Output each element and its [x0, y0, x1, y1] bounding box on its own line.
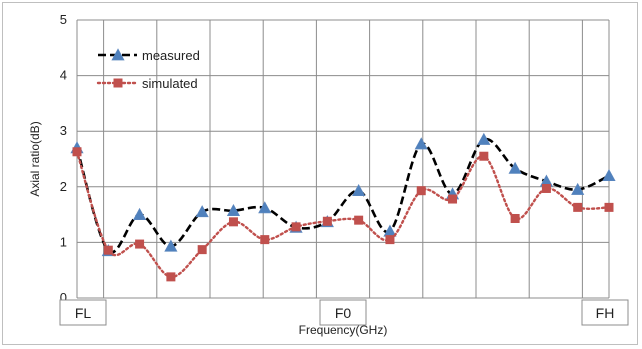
simulated-point: [573, 202, 583, 212]
x-tick-box: [59, 299, 107, 326]
simulated-point: [541, 183, 551, 193]
measured-point: [164, 239, 178, 252]
x-tick-box-fh: FH: [581, 299, 629, 326]
legend-marker: [111, 48, 125, 61]
simulated-point: [385, 235, 395, 245]
simulated-point: [322, 216, 332, 226]
measured-point: [571, 182, 585, 195]
simulated-point: [260, 235, 270, 245]
x-tick-box-f0: F0: [319, 299, 367, 326]
simulated-point: [197, 245, 207, 255]
axes: [76, 20, 610, 299]
series-measured: [70, 132, 616, 257]
simulated-point: [479, 151, 489, 161]
x-tick-label: FL: [75, 305, 92, 321]
y-tick-label: 1: [60, 234, 67, 249]
measured-point: [352, 183, 366, 197]
x-tick-box: [581, 299, 629, 326]
series-layer: [70, 132, 616, 282]
measured-point: [258, 201, 272, 214]
simulated-point: [103, 245, 113, 255]
measured-point: [508, 161, 522, 174]
y-tick-label: 4: [60, 68, 67, 83]
measured-point: [226, 203, 241, 217]
simulated-point: [72, 147, 82, 157]
legend-item-measured: measured: [98, 48, 200, 63]
x-tick-labels: FL F0 FH: [59, 299, 629, 326]
y-tick-label: 2: [60, 179, 67, 194]
simulated-point: [448, 194, 458, 204]
x-tick-label: FH: [596, 305, 615, 321]
simulated-point: [416, 186, 426, 196]
y-tick-label: 0: [60, 290, 67, 305]
y-axis-title: Axial ratio(dB): [28, 121, 42, 196]
measured-point: [602, 168, 616, 182]
x-axis-title: Frequency(GHz): [299, 323, 388, 337]
simulated-point: [510, 213, 520, 223]
legend-item-simulated: simulated: [96, 76, 198, 91]
y-tick-label: 3: [60, 123, 67, 138]
measured-point: [477, 132, 491, 145]
measured-point: [195, 205, 209, 218]
simulated-point: [228, 217, 238, 227]
simulated-point: [354, 215, 364, 225]
chart-frame: [2, 2, 638, 345]
measured-point: [414, 137, 428, 150]
simulated-point: [135, 239, 145, 249]
x-tick-box-fl: FL: [59, 299, 107, 326]
simulated-point: [604, 202, 614, 212]
legend: measured simulated: [96, 48, 200, 91]
measured-point: [132, 207, 147, 220]
x-tick-box: [319, 299, 367, 326]
x-tick-label: F0: [335, 305, 352, 321]
y-tick-labels: 0 1 2 3 4 5: [60, 12, 67, 305]
y-tick-label: 5: [60, 12, 67, 27]
simulated-point: [291, 222, 301, 232]
series-simulated: [72, 147, 614, 282]
legend-label: measured: [142, 48, 200, 63]
simulated-point: [166, 272, 176, 282]
legend-marker: [113, 78, 123, 88]
legend-label: simulated: [142, 76, 198, 91]
